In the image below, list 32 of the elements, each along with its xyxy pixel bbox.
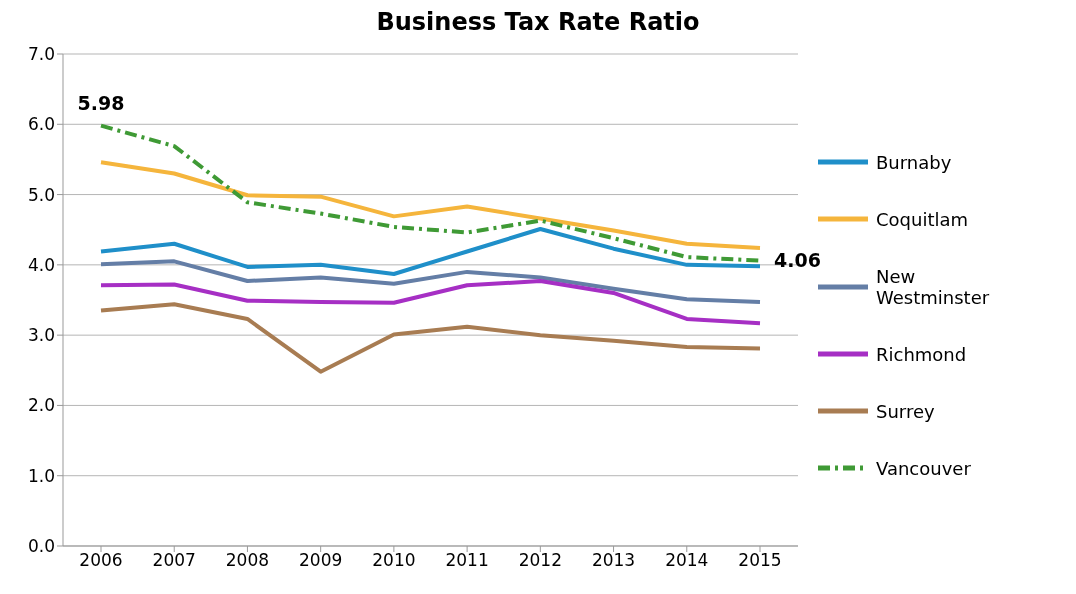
x-tick-label: 2014 — [665, 550, 709, 571]
y-tick-label: 1.0 — [27, 465, 55, 486]
legend-label: Burnaby — [876, 151, 952, 173]
x-tick-label: 2011 — [445, 550, 489, 571]
line-series — [99, 302, 762, 374]
x-tick-label: 2013 — [591, 550, 636, 571]
y-tick-label: 2.0 — [27, 395, 55, 416]
line-series — [99, 279, 762, 326]
chart-title: Business Tax Rate Ratio — [375, 8, 701, 38]
line-series — [99, 227, 762, 276]
legend-label: Richmond — [876, 343, 967, 365]
line-series — [99, 259, 762, 305]
x-tick-label: 2012 — [518, 550, 562, 571]
y-tick-label: 4.0 — [27, 254, 55, 275]
legend-label: Coquitlam — [876, 208, 969, 230]
x-tick-label: 2007 — [152, 550, 196, 571]
legend-label: Vancouver — [876, 457, 971, 479]
y-tick-label: 3.0 — [27, 325, 55, 346]
x-tick-label: 2010 — [372, 550, 416, 571]
legend-label: Surrey — [876, 400, 935, 422]
x-tick-label: 2009 — [299, 550, 343, 571]
annotation: 4.06 — [774, 249, 821, 272]
y-tick-label: 5.0 — [27, 184, 55, 205]
x-tick-label: 2008 — [225, 550, 270, 571]
annotation: 5.98 — [77, 91, 125, 114]
line-series — [99, 160, 762, 250]
legend-label: New Westminster — [876, 265, 991, 308]
y-tick-label: 7.0 — [27, 44, 55, 65]
x-tick-label: 2015 — [738, 550, 782, 571]
x-tick-label: 2006 — [79, 550, 123, 571]
y-tick-label: 6.0 — [27, 114, 55, 135]
y-tick-label: 0.0 — [27, 536, 55, 557]
